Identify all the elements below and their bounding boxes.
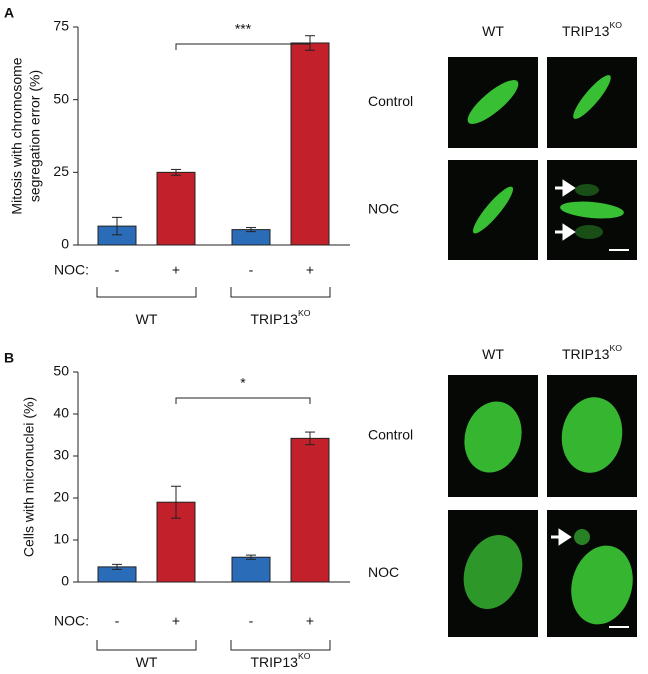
error-bar bbox=[305, 431, 315, 446]
group-bracket bbox=[230, 640, 331, 651]
micrograph bbox=[448, 375, 538, 497]
cell bbox=[574, 529, 590, 545]
arrow bbox=[551, 528, 572, 546]
y-tick-label: 75 bbox=[53, 18, 69, 34]
error-bar bbox=[171, 485, 181, 519]
y-tick-label: 0 bbox=[61, 573, 69, 589]
bar bbox=[290, 42, 330, 246]
cell bbox=[575, 225, 603, 239]
category-axis-label: NOC: bbox=[54, 262, 89, 278]
group-bracket bbox=[96, 640, 197, 651]
category-axis-label: NOC: bbox=[54, 613, 89, 629]
cell bbox=[560, 201, 624, 219]
group-label-text: WT bbox=[136, 311, 158, 327]
error-bar bbox=[112, 216, 122, 236]
cell bbox=[575, 184, 599, 196]
column-label: WT bbox=[482, 23, 504, 39]
y-tick-label: 25 bbox=[53, 163, 69, 179]
micrograph bbox=[547, 160, 637, 260]
cell bbox=[561, 397, 623, 473]
panel-label: B bbox=[4, 350, 14, 366]
bar bbox=[156, 171, 196, 246]
group-label: TRIP13KO bbox=[251, 651, 311, 669]
significance-label: * bbox=[240, 375, 246, 391]
micrograph bbox=[547, 57, 637, 148]
column-label-text: WT bbox=[482, 346, 504, 362]
column-label-text: TRIP13 bbox=[562, 23, 610, 39]
error-bar bbox=[246, 227, 256, 233]
significance-label: *** bbox=[235, 21, 252, 37]
micrograph bbox=[547, 510, 637, 637]
panel-label: A bbox=[4, 5, 14, 21]
group-label-text: WT bbox=[136, 654, 158, 670]
arrow bbox=[555, 223, 576, 241]
group-label-text: TRIP13 bbox=[251, 654, 299, 670]
cell bbox=[472, 186, 514, 234]
column-label: TRIP13KO bbox=[562, 343, 622, 361]
x-tick-label: + bbox=[172, 262, 180, 278]
row-label: Control bbox=[368, 93, 413, 109]
x-tick-label: - bbox=[115, 262, 120, 278]
column-label-text: WT bbox=[482, 23, 504, 39]
y-tick-label: 20 bbox=[53, 489, 69, 505]
x-tick-label: + bbox=[306, 262, 314, 278]
y-tick-label: 50 bbox=[53, 363, 69, 379]
y-tick-label: 10 bbox=[53, 531, 69, 547]
group-bracket bbox=[230, 287, 331, 298]
y-axis-label: Mitosis with chromosome bbox=[9, 57, 25, 214]
micrograph bbox=[448, 160, 538, 260]
cell bbox=[464, 401, 522, 473]
y-tick-label: 0 bbox=[61, 236, 69, 252]
row-label: NOC bbox=[368, 201, 399, 217]
micrograph bbox=[547, 375, 637, 497]
error-bar bbox=[171, 168, 181, 176]
group-label-sup: KO bbox=[298, 651, 311, 661]
group-label: WT bbox=[136, 311, 158, 327]
micrograph bbox=[448, 510, 538, 637]
cell bbox=[573, 75, 611, 119]
column-label-sup: KO bbox=[609, 20, 622, 30]
column-label: WT bbox=[482, 346, 504, 362]
micrograph bbox=[448, 57, 538, 148]
x-tick-label: - bbox=[249, 262, 254, 278]
group-label: WT bbox=[136, 654, 158, 670]
significance-bracket bbox=[175, 397, 311, 404]
column-label: TRIP13KO bbox=[562, 20, 622, 38]
cell bbox=[467, 80, 519, 124]
y-axis-label: Cells with micronuclei (%) bbox=[21, 397, 37, 557]
group-label: TRIP13KO bbox=[251, 308, 311, 326]
y-tick-label: 30 bbox=[53, 447, 69, 463]
error-bar bbox=[246, 554, 256, 560]
error-bar bbox=[112, 563, 122, 570]
row-label: NOC bbox=[368, 564, 399, 580]
y-tick-label: 40 bbox=[53, 405, 69, 421]
x-tick-label: - bbox=[115, 613, 120, 629]
cell bbox=[463, 535, 523, 609]
column-label-sup: KO bbox=[609, 343, 622, 353]
bar bbox=[290, 437, 330, 583]
group-label-text: TRIP13 bbox=[251, 311, 299, 327]
y-axis-label: segregation error (%) bbox=[27, 70, 43, 202]
y-tick-label: 50 bbox=[53, 90, 69, 106]
arrow bbox=[555, 179, 576, 197]
x-tick-label: + bbox=[306, 613, 314, 629]
cell bbox=[571, 545, 633, 625]
column-label-text: TRIP13 bbox=[562, 346, 610, 362]
group-label-sup: KO bbox=[298, 308, 311, 318]
row-label: Control bbox=[368, 427, 413, 443]
x-tick-label: + bbox=[172, 613, 180, 629]
x-tick-label: - bbox=[249, 613, 254, 629]
bar bbox=[231, 556, 271, 583]
significance-bracket bbox=[175, 43, 311, 50]
group-bracket bbox=[96, 287, 197, 298]
